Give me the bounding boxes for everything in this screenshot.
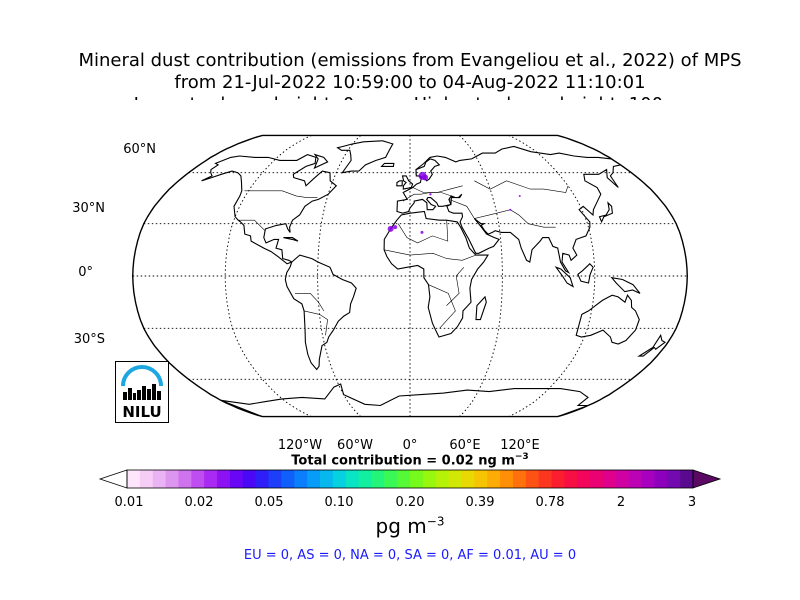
country-border [428,284,456,329]
cb-tick: 0.01 [114,495,144,510]
logo-arc [121,365,163,387]
country-border [474,180,569,193]
graticule [132,135,688,417]
hotspot [429,193,432,196]
lon-label-0: 0° [402,438,418,453]
lon-label-60e: 60°E [449,438,481,453]
deposition-hotspots [387,171,521,234]
lon-label-120w: 120°W [277,438,323,453]
cb-tick: 0.20 [395,495,425,510]
unit-text: pg m [375,514,427,538]
colorbar-unit: pg m−3 [0,514,800,538]
logo-text: NILU [122,403,161,421]
country-border [304,310,328,336]
landmass-uk [401,175,414,190]
landmass-iceland [380,162,395,167]
meridian-line [317,135,362,417]
cb-tick: 0.39 [465,495,495,510]
logo-skyline [123,384,161,400]
landmass-eurasia [396,145,623,275]
cb-tick: 0.10 [324,495,354,510]
hotspot [422,174,429,181]
ocean [132,135,688,417]
landmass-ireland [396,180,403,187]
lat-label-0: 0° [78,265,93,280]
landmass-greenland [336,140,394,174]
lat-label-60n: 60°N [123,142,156,157]
landmass-japan [598,201,613,224]
cb-tick: 0.78 [535,495,565,510]
landmass-borneo [577,263,594,284]
map-bottom-crop [90,433,730,443]
hotspot [393,225,398,230]
unit-exponent: −3 [426,514,445,529]
lat-label-30s: 30°S [73,332,105,347]
nilu-logo: NILU [115,361,169,423]
landmass-cuba [283,237,299,242]
country-border [295,293,325,312]
country-border [397,220,449,244]
landmass-north-america [201,154,338,265]
land-masses [201,140,666,417]
landmass-baffin [313,153,329,170]
country-border [402,192,452,202]
title-line-2: from 21-Jul-2022 10:59:00 to 04-Aug-2022… [174,72,646,93]
title-line-1: Mineral dust contribution (emissions fro… [78,50,742,71]
total-exponent: −3 [514,452,529,462]
landmass-madagascar [475,295,487,321]
landmass-antarctica [220,383,589,417]
lat-label-30n: 30°N [72,201,105,216]
country-border [384,249,476,261]
hotspot [387,225,394,232]
landmass-africa [383,210,489,338]
cb-tick: 0.05 [254,495,284,510]
map-top-crop [90,100,730,118]
lon-label-60w: 60°W [337,438,373,453]
country-border [446,267,465,306]
hotspot [518,194,521,197]
hotspot [420,230,424,234]
lon-label-120e: 120°E [500,438,540,453]
landmass-new-zealand [637,333,666,357]
total-text: Total contribution = 0.02 ng m [291,453,515,469]
map-content [132,135,688,417]
nilu-logo-graphic: NILU [121,365,163,421]
regional-contributions: EU = 0, AS = 0, NA = 0, SA = 0, AF = 0.0… [243,548,577,563]
cb-tick: 2 [616,495,626,510]
hotspot [509,208,512,211]
country-border [244,190,318,198]
landmass-south-america [284,254,357,371]
landmass-new-guinea [610,276,641,294]
country-border [238,219,266,231]
cb-tick: 3 [687,495,697,510]
landmass-australia [575,294,640,345]
landmass-sumatra [554,266,574,288]
total-contribution: Total contribution = 0.02 ng m−3 [0,452,800,468]
meridian-line [458,135,503,417]
cb-tick: 0.02 [184,495,214,510]
globe-outline [131,134,689,418]
